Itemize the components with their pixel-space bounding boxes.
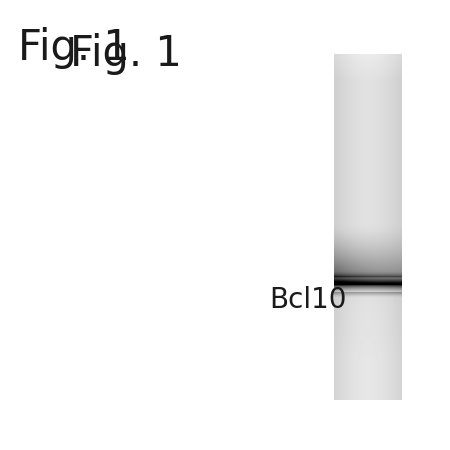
Text: Bcl10: Bcl10 [269, 286, 346, 314]
Text: Fig. 1: Fig. 1 [70, 33, 182, 75]
Text: Fig. 1: Fig. 1 [18, 27, 130, 69]
